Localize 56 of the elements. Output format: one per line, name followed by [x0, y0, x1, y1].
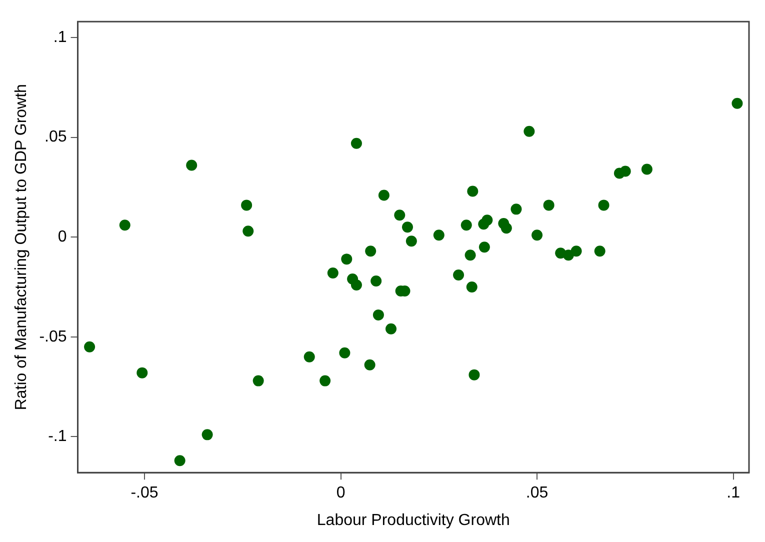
point: [598, 200, 610, 211]
point: [543, 200, 554, 211]
point: [500, 222, 512, 234]
point: [402, 222, 413, 233]
point: [136, 367, 148, 378]
point: [524, 126, 535, 137]
point: [732, 98, 743, 109]
point: [186, 160, 198, 171]
point: [242, 226, 254, 237]
x-tick-label: -.05: [130, 484, 158, 502]
point: [202, 429, 213, 440]
point: [620, 166, 631, 177]
point: [460, 220, 472, 231]
y-tick-label: -.05: [39, 328, 67, 346]
point: [370, 276, 382, 287]
point: [365, 246, 376, 257]
x-tick-label: 0: [336, 484, 346, 502]
point: [304, 351, 315, 362]
point: [327, 268, 338, 279]
point: [350, 138, 362, 149]
x-tick-label: .05: [526, 484, 548, 502]
y-axis-title: Ratio of Manufacturing Output to GDP Growth: [13, 84, 30, 410]
point: [174, 455, 186, 466]
point: [406, 236, 417, 247]
point: [482, 214, 493, 226]
point: [453, 270, 464, 281]
point: [386, 323, 397, 334]
point: [464, 250, 476, 261]
point: [532, 230, 543, 241]
point: [339, 347, 350, 358]
y-tick-label: -.1: [48, 428, 67, 446]
point: [119, 220, 130, 231]
point: [372, 309, 384, 320]
point: [350, 280, 362, 291]
point: [510, 204, 522, 215]
point: [478, 242, 490, 253]
y-tick-label: 0: [58, 228, 67, 246]
point: [241, 200, 252, 211]
point: [594, 246, 606, 257]
point: [467, 186, 478, 197]
point: [252, 375, 264, 386]
point: [433, 230, 444, 241]
point: [641, 164, 652, 175]
x-axis-title: Labour Productivity Growth: [316, 512, 510, 529]
point: [466, 282, 478, 293]
y-tick-label: .1: [53, 28, 67, 46]
x-tick-label: .1: [726, 484, 740, 502]
point: [378, 190, 390, 201]
y-tick-label: .05: [44, 128, 67, 146]
point: [468, 369, 480, 380]
point: [364, 359, 376, 370]
point: [394, 210, 406, 221]
point: [341, 254, 352, 265]
point: [320, 375, 331, 386]
point: [570, 246, 582, 257]
point: [84, 341, 96, 352]
